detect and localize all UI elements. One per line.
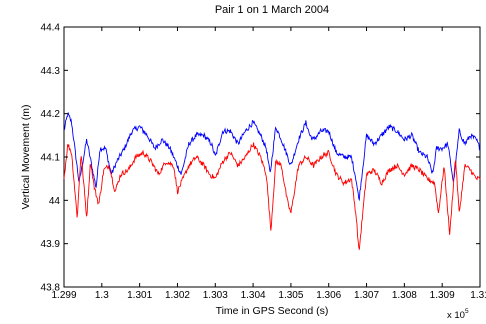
x-tick-label: 1.303: [203, 290, 228, 301]
y-axis-label: Vertical Movement (m): [20, 104, 32, 209]
x-axis-ticks: 1.299 1.3 1.301 1.302 1.303 1.304 1.305 1.306 1.…: [51, 27, 486, 301]
x-tick-label: 1.305: [278, 290, 303, 301]
chart-title: Pair 1 on 1 March 2004: [215, 4, 329, 16]
series-line-1: [63, 112, 481, 202]
x-tick-label: 1.299: [51, 290, 76, 301]
y-tick-label: 44.2: [41, 109, 61, 120]
y-tick-label: 44.1: [41, 153, 61, 164]
x-tick-label: 1.307: [354, 290, 379, 301]
y-tick-label: 43.8: [41, 283, 61, 294]
y-tick-label: 43.9: [41, 239, 61, 250]
x-tick-label: 1.3: [95, 290, 109, 301]
x-axis-label: Time in GPS Second (s): [216, 305, 329, 317]
y-tick-label: 44: [49, 196, 61, 207]
series-layer: [63, 112, 481, 250]
x-tick-label: 1.306: [316, 290, 341, 301]
x-tick-label: 1.304: [241, 290, 266, 301]
x-tick-label: 1.308: [392, 290, 417, 301]
x-tick-label: 1.309: [430, 290, 455, 301]
x-axis-multiplier: x 105: [447, 308, 469, 321]
x-tick-label: 1.31: [470, 290, 486, 301]
y-tick-label: 44.4: [41, 23, 61, 34]
x-axis-multiplier-exponent: 5: [465, 308, 469, 315]
y-tick-label: 44.3: [41, 66, 61, 77]
x-tick-label: 1.302: [165, 290, 190, 301]
x-axis-multiplier-base: x 10: [447, 310, 465, 321]
x-tick-label: 1.301: [127, 290, 152, 301]
y-axis-ticks: 43.8 43.9 44 44.1 44.2 44.3 44.4: [41, 23, 480, 294]
series-line-2: [63, 142, 481, 250]
